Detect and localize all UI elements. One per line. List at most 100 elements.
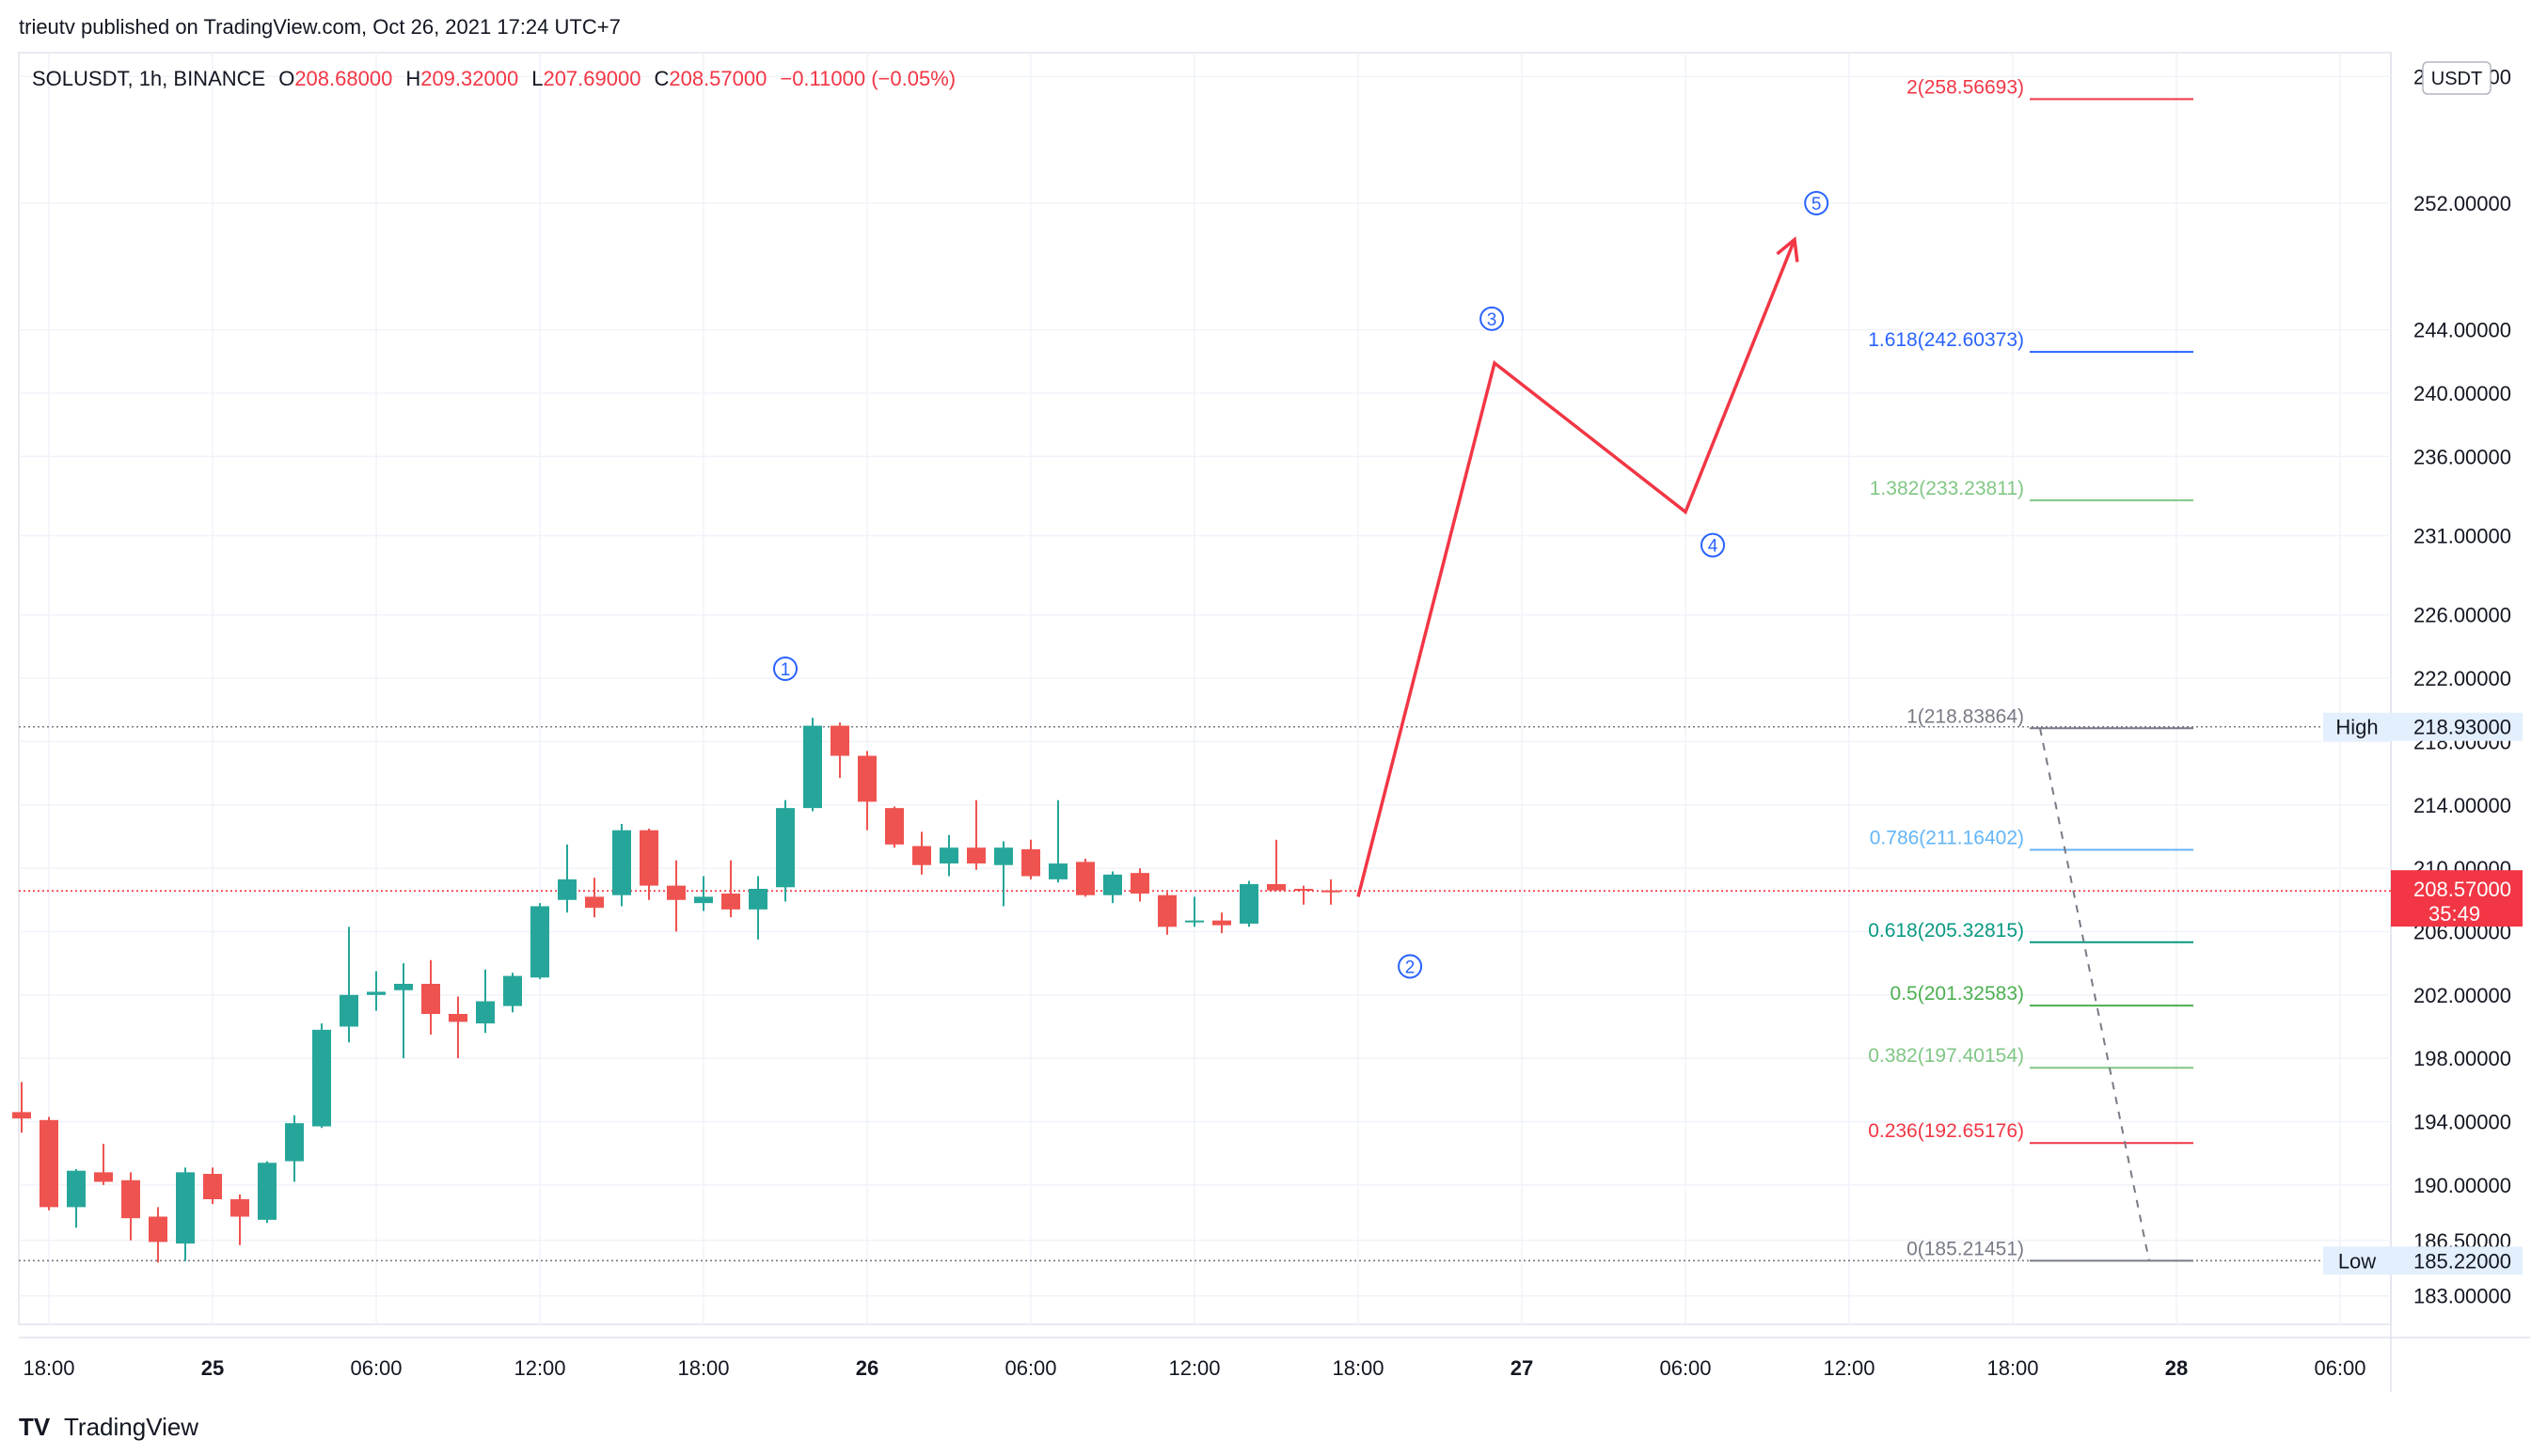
candle-body [776, 808, 795, 888]
time-tick-label: 06:00 [2314, 1356, 2365, 1380]
price-tick-label: 194.00000 [2413, 1110, 2511, 1133]
time-tick-label: 12:00 [514, 1356, 565, 1380]
legend-low-label: L [531, 67, 543, 90]
wave-label-number: 3 [1487, 310, 1497, 330]
legend-symbol: SOLUSDT, 1h, BINANCE [32, 67, 265, 90]
time-tick-label: 18:00 [1332, 1356, 1384, 1380]
ohlc-legend: SOLUSDT, 1h, BINANCE O208.68000 H209.32000… [32, 67, 956, 90]
low-price-value: 185.22000 [2413, 1249, 2511, 1273]
candle-body [421, 984, 440, 1014]
candle-body [1240, 883, 1258, 925]
time-tick-label: 25 [201, 1356, 224, 1380]
tradingview-logo[interactable]: TV TradingView [19, 1413, 198, 1441]
price-tick-label: 252.00000 [2413, 192, 2511, 215]
tradingview-brand: TradingView [64, 1413, 198, 1441]
fib-level-label: 2(258.56693) [1906, 76, 2024, 98]
candle-body [285, 1123, 304, 1162]
price-tick-label: 183.00000 [2413, 1285, 2511, 1308]
elliott-projection[interactable] [1356, 236, 1799, 897]
time-tick-label: 12:00 [1168, 1356, 1220, 1380]
candle-body [1076, 862, 1095, 895]
projection-path [1356, 239, 1796, 897]
fib-level-label: 0.5(201.32583) [1890, 983, 2024, 1005]
grid [19, 53, 2391, 1324]
candle-body [530, 906, 549, 978]
fib-level-label: 1.382(233.23811) [1870, 478, 2024, 499]
high-tag-box [2323, 712, 2391, 741]
fib-level-label: 0.786(211.16402) [1870, 827, 2024, 848]
candle-body [912, 846, 931, 865]
fib-level-label: 0.382(197.40154) [1868, 1045, 2024, 1067]
candle-body [831, 725, 849, 756]
candle-body [803, 725, 822, 809]
fib-level-label: 1.618(242.60373) [1868, 329, 2024, 351]
candle-body [476, 1001, 495, 1024]
candle-body [1131, 873, 1149, 894]
publish-line: trieutv published on TradingView.com, Oc… [19, 15, 621, 39]
candle-body [67, 1170, 86, 1208]
time-tick-label: 06:00 [350, 1356, 402, 1380]
time-tick-label: 18:00 [677, 1356, 729, 1380]
candles [12, 718, 1340, 1263]
time-tick-label: 18:00 [23, 1356, 74, 1380]
price-tick-label: 222.00000 [2413, 667, 2511, 690]
candle-body [585, 896, 604, 909]
projection-arrowhead [1776, 236, 1799, 262]
candle-body [176, 1172, 195, 1244]
fib-trend-line [2039, 728, 2150, 1261]
time-tick-label: 06:00 [1005, 1356, 1056, 1380]
wave-label-circle [1701, 532, 1725, 558]
candle-body [121, 1179, 140, 1219]
price-tick-label: 226.00000 [2413, 604, 2511, 627]
candle-body [667, 885, 686, 900]
candle-body [1158, 894, 1177, 927]
currency-badge[interactable]: USDT [2422, 61, 2492, 95]
candle-body [967, 847, 986, 864]
candle-body [340, 994, 358, 1027]
current-price-tag [2391, 870, 2523, 927]
price-tick-label: 202.00000 [2413, 984, 2511, 1007]
wave-label-2: 2 [1398, 954, 1423, 979]
candle-body [721, 894, 740, 910]
candle-body [1103, 874, 1122, 895]
time-axis[interactable]: 18:00 25 06:00 12:00 18:00 26 06:00 12:00 18:00 2… [23, 1356, 2365, 1380]
time-tick-label: 18:00 [1986, 1356, 2038, 1380]
candle-body [1185, 920, 1204, 923]
price-axis[interactable]: 260.00000252.00000244.00000240.00000236.… [2323, 65, 2523, 1308]
wave-label-circle [1804, 190, 1829, 215]
candle-body [1294, 888, 1313, 891]
legend-close-value: 208.57000 [669, 67, 767, 90]
low-tag-label: Low [2338, 1249, 2376, 1273]
candle-body [449, 1013, 467, 1022]
legend-high-value: 209.32000 [420, 67, 518, 90]
fib-level-label: 0.618(205.32815) [1868, 920, 2024, 942]
candle-body [1049, 863, 1068, 879]
candle-body [203, 1174, 222, 1199]
currency-label: USDT [2431, 69, 2482, 89]
legend-open-value: 208.68000 [294, 67, 392, 90]
candle-body [940, 847, 958, 864]
wave-label-circle [1398, 954, 1423, 979]
candle-body [994, 847, 1013, 865]
low-price-box [2391, 1246, 2523, 1275]
candle-body [749, 888, 767, 910]
candle-body [1321, 890, 1340, 893]
current-price-value: 208.57000 [2413, 878, 2511, 901]
fib-level-label: 0(185.21451) [1906, 1238, 2024, 1259]
wave-label-number: 2 [1405, 957, 1416, 977]
price-tick-label: 240.00000 [2413, 382, 2511, 405]
legend-low-value: 207.69000 [543, 67, 641, 90]
candle-body [1212, 920, 1231, 926]
fib-level-label: 1(218.83864) [1906, 705, 2024, 727]
fibonacci-extension[interactable]: 2(258.56693) 1.618(242.60373) 1.382(233.23… [1868, 76, 2193, 1262]
candle-body [885, 808, 904, 845]
candle-body [12, 1112, 31, 1119]
low-tag-box [2323, 1246, 2391, 1275]
price-tick-label: 244.00000 [2413, 319, 2511, 342]
fib-level-label: 0.236(192.65176) [1868, 1120, 2024, 1142]
wave-label-circle [773, 656, 798, 681]
candle-body [1021, 848, 1040, 877]
candle-body [503, 975, 522, 1006]
